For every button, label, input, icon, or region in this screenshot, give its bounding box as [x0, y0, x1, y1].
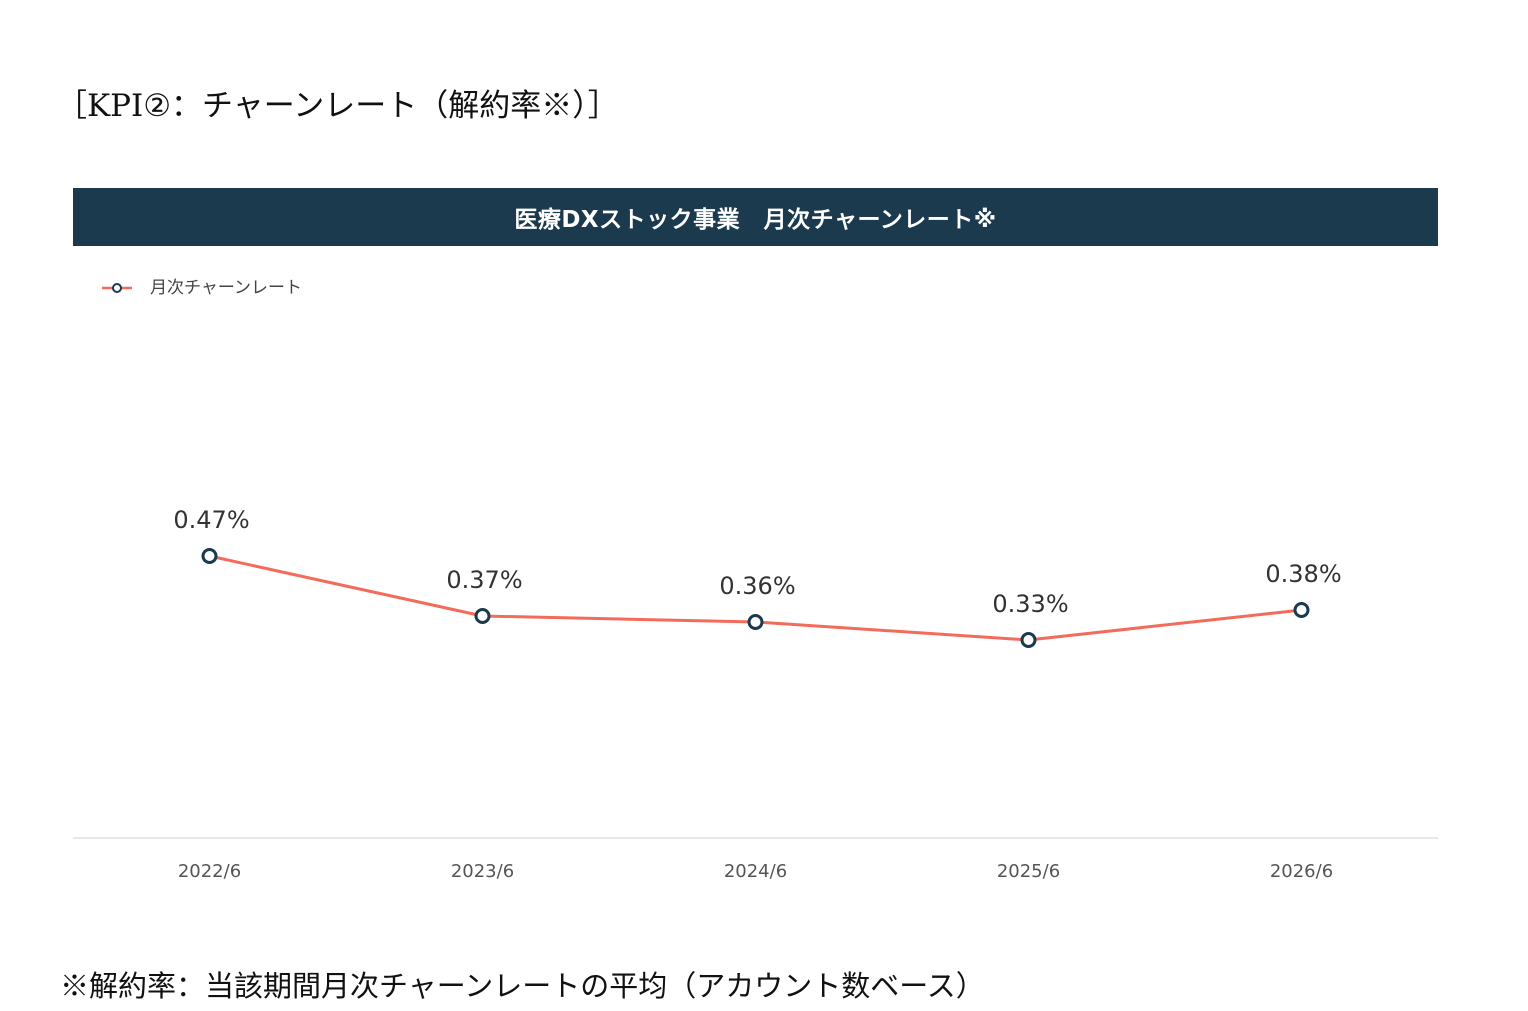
x-tick-label: 2024/6 [724, 861, 787, 882]
line-chart: 月次チャーンレート 2022/6 2023/6 2024/6 2025/6 2026/6… [73, 278, 1438, 882]
x-tick-label: 2022/6 [178, 861, 241, 882]
data-label: 0.38% [1265, 560, 1341, 588]
data-point [1293, 602, 1310, 618]
legend-marker-swatch [112, 283, 122, 293]
x-tick-label: 2025/6 [997, 861, 1060, 882]
data-point [747, 614, 764, 630]
footnote: ※解約率：当該期間月次チャーンレートの平均（アカウント数ベース） [60, 969, 985, 1003]
data-label: 0.36% [719, 572, 795, 600]
chart-title-banner: 医療DXストック事業 月次チャーンレート※ [73, 188, 1438, 246]
chart-title: 医療DXストック事業 月次チャーンレート※ [514, 207, 997, 233]
data-label: 0.47% [173, 506, 249, 534]
data-point [201, 548, 218, 564]
data-label: 0.33% [992, 590, 1068, 618]
page-heading: ［KPI②：チャーンレート（解約率※）］ [56, 88, 619, 124]
data-point [1020, 632, 1037, 648]
x-tick-label: 2026/6 [1270, 861, 1333, 882]
data-point [474, 608, 491, 624]
legend-label: 月次チャーンレート [150, 278, 302, 298]
plot-layer: 2022/6 2023/6 2024/6 2025/6 2026/6 0.47% 0.37%… [173, 506, 1341, 882]
data-label: 0.37% [446, 566, 522, 594]
x-tick-label: 2023/6 [451, 861, 514, 882]
legend: 月次チャーンレート [102, 278, 302, 298]
